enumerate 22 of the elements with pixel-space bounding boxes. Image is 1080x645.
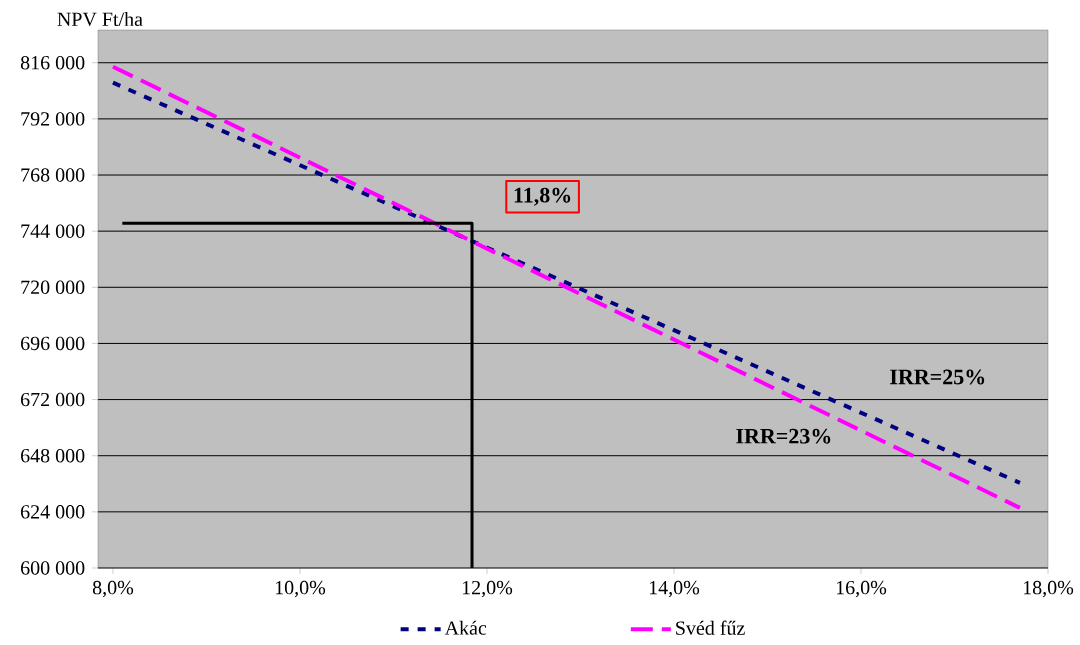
y-tick-label: 624 000 (21, 505, 85, 519)
x-tick-label: 18,0% (1023, 580, 1074, 598)
y-tick-label: 720 000 (21, 280, 85, 295)
y-tick-label: 768 000 (21, 168, 85, 182)
annotation: IRR=25% (890, 369, 985, 385)
annotation: IRR=23% (736, 428, 831, 444)
legend-label: Akác (444, 620, 487, 635)
y-tick-label: 696 000 (21, 336, 85, 351)
legend-label: Svéd fűz (676, 620, 745, 635)
y-tick-label: 792 000 (21, 112, 85, 126)
y-tick-label: 648 000 (21, 448, 85, 463)
y-tick-label: 600 000 (21, 561, 85, 575)
y-axis-title: NPV Ft/ha (57, 11, 143, 27)
y-tick-label: 744 000 (21, 224, 85, 238)
x-tick-label: 16,0% (836, 580, 887, 598)
x-tick-label: 14,0% (649, 580, 700, 598)
x-tick-label: 10,0% (275, 580, 326, 598)
annotation: 11,8% (514, 187, 571, 206)
y-tick-label: 816 000 (20, 55, 85, 70)
x-tick-label: 8,0% (92, 580, 134, 598)
x-tick-label: 12,0% (462, 580, 513, 598)
y-tick-label: 672 000 (21, 392, 85, 407)
